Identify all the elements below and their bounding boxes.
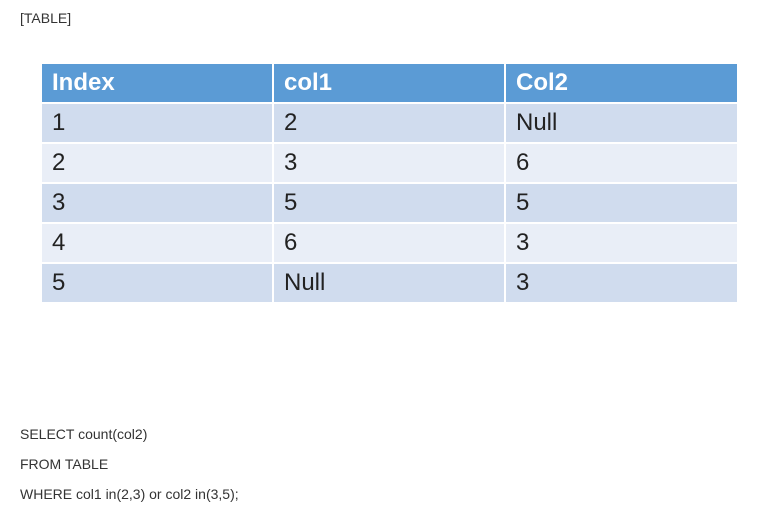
cell-col2: Null [504,102,739,144]
header-col2: Col2 [504,62,739,104]
cell-col2: 6 [504,142,739,184]
table-row: 5 Null 3 [40,262,739,304]
table-caption: [TABLE] [20,10,72,26]
header-col1: col1 [272,62,506,104]
cell-index: 2 [40,142,274,184]
cell-col1: 6 [272,222,506,264]
header-index: Index [40,62,274,104]
sql-query: SELECT count(col2) FROM TABLE WHERE col1… [20,419,239,509]
cell-col1: 5 [272,182,506,224]
table-row: 3 5 5 [40,182,739,224]
cell-index: 5 [40,262,274,304]
cell-col1: 3 [272,142,506,184]
table-row: 2 3 6 [40,142,739,184]
cell-col1: Null [272,262,506,304]
cell-col2: 5 [504,182,739,224]
cell-col1: 2 [272,102,506,144]
data-table: Index col1 Col2 1 2 Null 2 3 6 3 5 5 4 6… [40,62,739,304]
table-row: 1 2 Null [40,102,739,144]
cell-col2: 3 [504,262,739,304]
cell-index: 1 [40,102,274,144]
cell-col2: 3 [504,222,739,264]
query-line-where: WHERE col1 in(2,3) or col2 in(3,5); [20,486,239,502]
cell-index: 3 [40,182,274,224]
table-header-row: Index col1 Col2 [40,62,739,104]
cell-index: 4 [40,222,274,264]
table-row: 4 6 3 [40,222,739,264]
query-line-from: FROM TABLE [20,456,109,472]
query-line-select: SELECT count(col2) [20,426,148,442]
